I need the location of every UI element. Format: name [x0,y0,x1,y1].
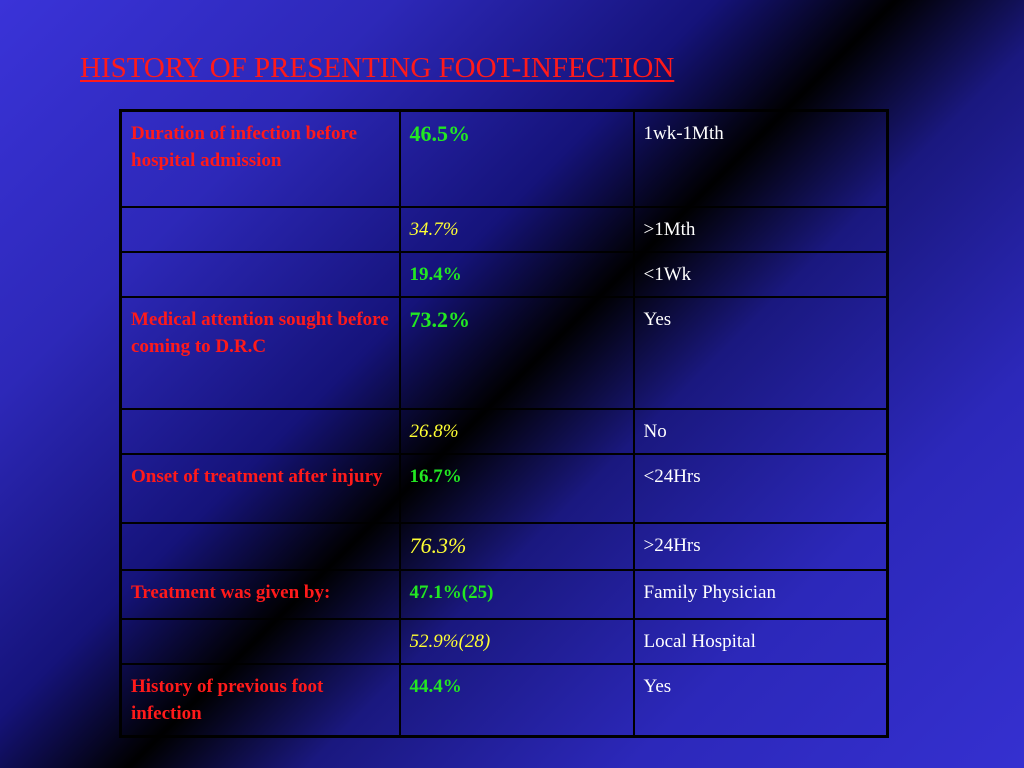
row-label [119,407,401,455]
row-value-text: 44.4% [409,675,462,697]
row-desc: No [632,407,889,455]
row-value: 46.5% [398,109,635,208]
row-label: Onset of treatment after injury [119,452,401,524]
row-label: Treatment was given by: [119,568,401,620]
row-value: 47.1%(25) [398,568,635,620]
table-row: 19.4% <1Wk [119,250,889,298]
row-desc: >24Hrs [632,521,889,571]
row-value: 19.4% [398,250,635,298]
table-row: Duration of infection before hospital ad… [119,109,889,208]
row-value-text: 76.3% [409,532,467,558]
row-desc: <24Hrs [632,452,889,524]
row-value-text: 47.1%(25) [409,581,494,603]
row-label [119,617,401,665]
table-row: 26.8% No [119,407,889,455]
row-value: 26.8% [398,407,635,455]
table-row: History of previous foot infection 44.4%… [119,662,889,737]
table-row: 34.7% >1Mth [119,205,889,253]
row-desc: Family Physician [632,568,889,620]
row-desc: Yes [632,295,889,410]
row-value: 44.4% [398,662,635,737]
row-value-text: 19.4% [409,263,462,285]
row-value: 34.7% [398,205,635,253]
row-value-text: 16.7% [409,465,462,487]
row-value: 73.2% [398,295,635,410]
row-desc: 1wk-1Mth [632,109,889,208]
table-row: 76.3% >24Hrs [119,521,889,571]
row-value-text: 46.5% [409,121,471,146]
row-label [119,250,401,298]
table-row: Medical attention sought before coming t… [119,295,889,410]
row-value: 16.7% [398,452,635,524]
row-desc: >1Mth [632,205,889,253]
infection-history-table: Duration of infection before hospital ad… [119,109,889,738]
row-value: 52.9%(28) [398,617,635,665]
row-desc: Yes [632,662,889,737]
row-label [119,521,401,571]
row-label: Duration of infection before hospital ad… [119,109,401,208]
row-label [119,205,401,253]
row-desc: Local Hospital [632,617,889,665]
row-value: 76.3% [398,521,635,571]
row-value-text: 52.9%(28) [409,630,491,652]
row-label: History of previous foot infection [119,662,401,737]
slide-title: HISTORY OF PRESENTING FOOT-INFECTION [80,52,675,84]
row-desc: <1Wk [632,250,889,298]
row-value-text: 26.8% [409,420,459,442]
table-row: Treatment was given by: 47.1%(25) Family… [119,568,889,620]
row-value-text: 34.7% [409,218,459,240]
table-row: Onset of treatment after injury 16.7% <2… [119,452,889,524]
row-value-text: 73.2% [409,306,471,332]
table-row: 52.9%(28) Local Hospital [119,617,889,665]
row-label: Medical attention sought before coming t… [119,295,401,410]
